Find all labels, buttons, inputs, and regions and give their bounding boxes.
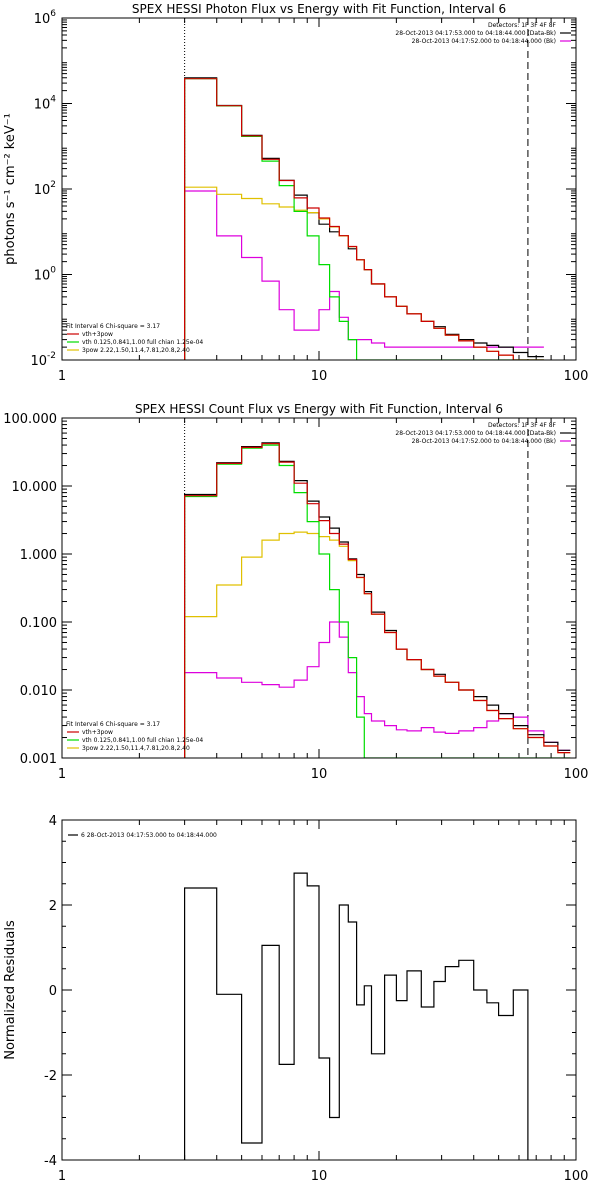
y-tick-exponent: 4 xyxy=(50,95,56,105)
legend-bottomleft-text: vth 0.125,0.841,1.00 full chian 1.25e-04 xyxy=(82,737,203,744)
x-tick-label: 100 xyxy=(564,1169,589,1184)
series-histogram-line xyxy=(184,78,544,360)
photon-flux-panel: SPEX HESSI Photon Flux vs Energy with Fi… xyxy=(3,2,588,384)
legend-bottomleft-text: 3pow 2.22,1.50,11.4,7.81,20.8,2.40 xyxy=(82,745,190,752)
y-tick-label: 100.000 xyxy=(3,412,57,427)
x-tick-label: 1 xyxy=(58,1169,66,1184)
legend-topleft-text: 6 28-Oct-2013 04:17:53.000 to 04:18:44.0… xyxy=(81,832,217,839)
y-tick-label: 0 xyxy=(49,984,57,999)
series-histogram-line xyxy=(184,77,544,360)
y-tick-mantissa: 10 xyxy=(30,354,47,369)
y-tick-label: 102 xyxy=(34,180,56,198)
y-axis-label: Normalized Residuals xyxy=(3,920,18,1060)
chart-title: SPEX HESSI Photon Flux vs Energy with Fi… xyxy=(132,2,506,16)
x-tick-label: 10 xyxy=(311,767,328,782)
y-tick-exponent: 0 xyxy=(50,266,56,276)
series-histogram-line xyxy=(184,443,571,758)
y-tick-exponent: 2 xyxy=(50,180,56,190)
y-tick-label: 106 xyxy=(34,9,57,27)
series-group xyxy=(184,872,529,1160)
y-tick-label: 2 xyxy=(49,899,57,914)
legend-bottomleft-text: Fit Interval 6 Chi-square = 3.17 xyxy=(66,323,160,330)
legend-bottomleft-text: vth+3pow xyxy=(82,729,113,736)
y-tick-mantissa: 10 xyxy=(34,98,51,113)
legend-topright-text: Detectors: 1F 3F 4F 8F xyxy=(488,22,557,29)
legend-topright-text: 28-Oct-2013 04:17:53.000 to 04:18:44.000… xyxy=(395,30,556,37)
x-tick-label: 100 xyxy=(564,767,589,782)
legend-topright-text: 28-Oct-2013 04:17:52.000 to 04:18:44.000… xyxy=(412,438,556,445)
y-tick-label: -2 xyxy=(44,1069,57,1084)
y-tick-exponent: 6 xyxy=(50,9,56,19)
y-tick-mantissa: 10 xyxy=(34,12,51,27)
legend-topright-text: Detectors: 1F 3F 4F 8F xyxy=(488,422,557,429)
legend-bottomleft-text: vth+3pow xyxy=(82,331,113,338)
series-histogram-line xyxy=(184,442,571,758)
y-tick-label: 10-2 xyxy=(30,351,56,369)
series-histogram-line xyxy=(184,78,544,360)
y-tick-label: -4 xyxy=(44,1154,57,1169)
y-axis-label: photons s⁻¹ cm⁻² keV⁻¹ xyxy=(3,113,18,265)
plot-frame xyxy=(61,819,577,1161)
count-flux-panel: SPEX HESSI Count Flux vs Energy with Fit… xyxy=(3,402,588,782)
legend-topright-text: 28-Oct-2013 04:17:52.000 to 04:18:44.000… xyxy=(412,38,556,45)
series-histogram-line xyxy=(184,186,544,360)
plot-frame xyxy=(61,17,577,361)
plot-frame xyxy=(61,417,577,759)
y-tick-label: 0.010 xyxy=(20,684,57,699)
series-histogram-line xyxy=(184,621,571,758)
series-histogram-line xyxy=(184,444,571,758)
x-tick-label: 1 xyxy=(58,767,66,782)
y-tick-label: 1.000 xyxy=(20,548,57,563)
y-tick-label: 0.100 xyxy=(20,616,57,631)
series-histogram-line xyxy=(184,190,544,360)
legend-bottomleft-text: Fit Interval 6 Chi-square = 3.17 xyxy=(66,721,160,728)
x-tick-label: 100 xyxy=(564,369,589,384)
legend-bottomleft-text: vth 0.125,0.841,1.00 full chian 1.25e-04 xyxy=(82,339,203,346)
x-tick-label: 10 xyxy=(311,1169,328,1184)
legend-topright-text: 28-Oct-2013 04:17:53.000 to 04:18:44.000… xyxy=(395,430,556,437)
y-tick-label: 0.001 xyxy=(20,752,57,767)
x-tick-label: 1 xyxy=(58,369,66,384)
series-group xyxy=(184,77,544,360)
y-tick-label: 100 xyxy=(34,266,57,284)
x-tick-label: 10 xyxy=(311,369,328,384)
y-tick-label: 10.000 xyxy=(12,480,58,495)
chart-title: SPEX HESSI Count Flux vs Energy with Fit… xyxy=(135,402,503,416)
series-histogram-line xyxy=(184,531,571,758)
series-group xyxy=(184,442,571,758)
legend-bottomleft-text: 3pow 2.22,1.50,11.4,7.81,20.8,2.40 xyxy=(82,347,190,354)
y-tick-exponent: -2 xyxy=(47,351,56,361)
y-tick-label: 4 xyxy=(49,814,57,829)
y-tick-mantissa: 10 xyxy=(34,269,51,284)
y-tick-label: 104 xyxy=(34,95,57,113)
y-tick-mantissa: 10 xyxy=(34,183,51,198)
series-histogram-line xyxy=(184,872,529,1160)
residuals-panel: Normalized Residuals 1 10 100 -4 -2 0 2 4 6 28-Oc… xyxy=(3,814,588,1184)
